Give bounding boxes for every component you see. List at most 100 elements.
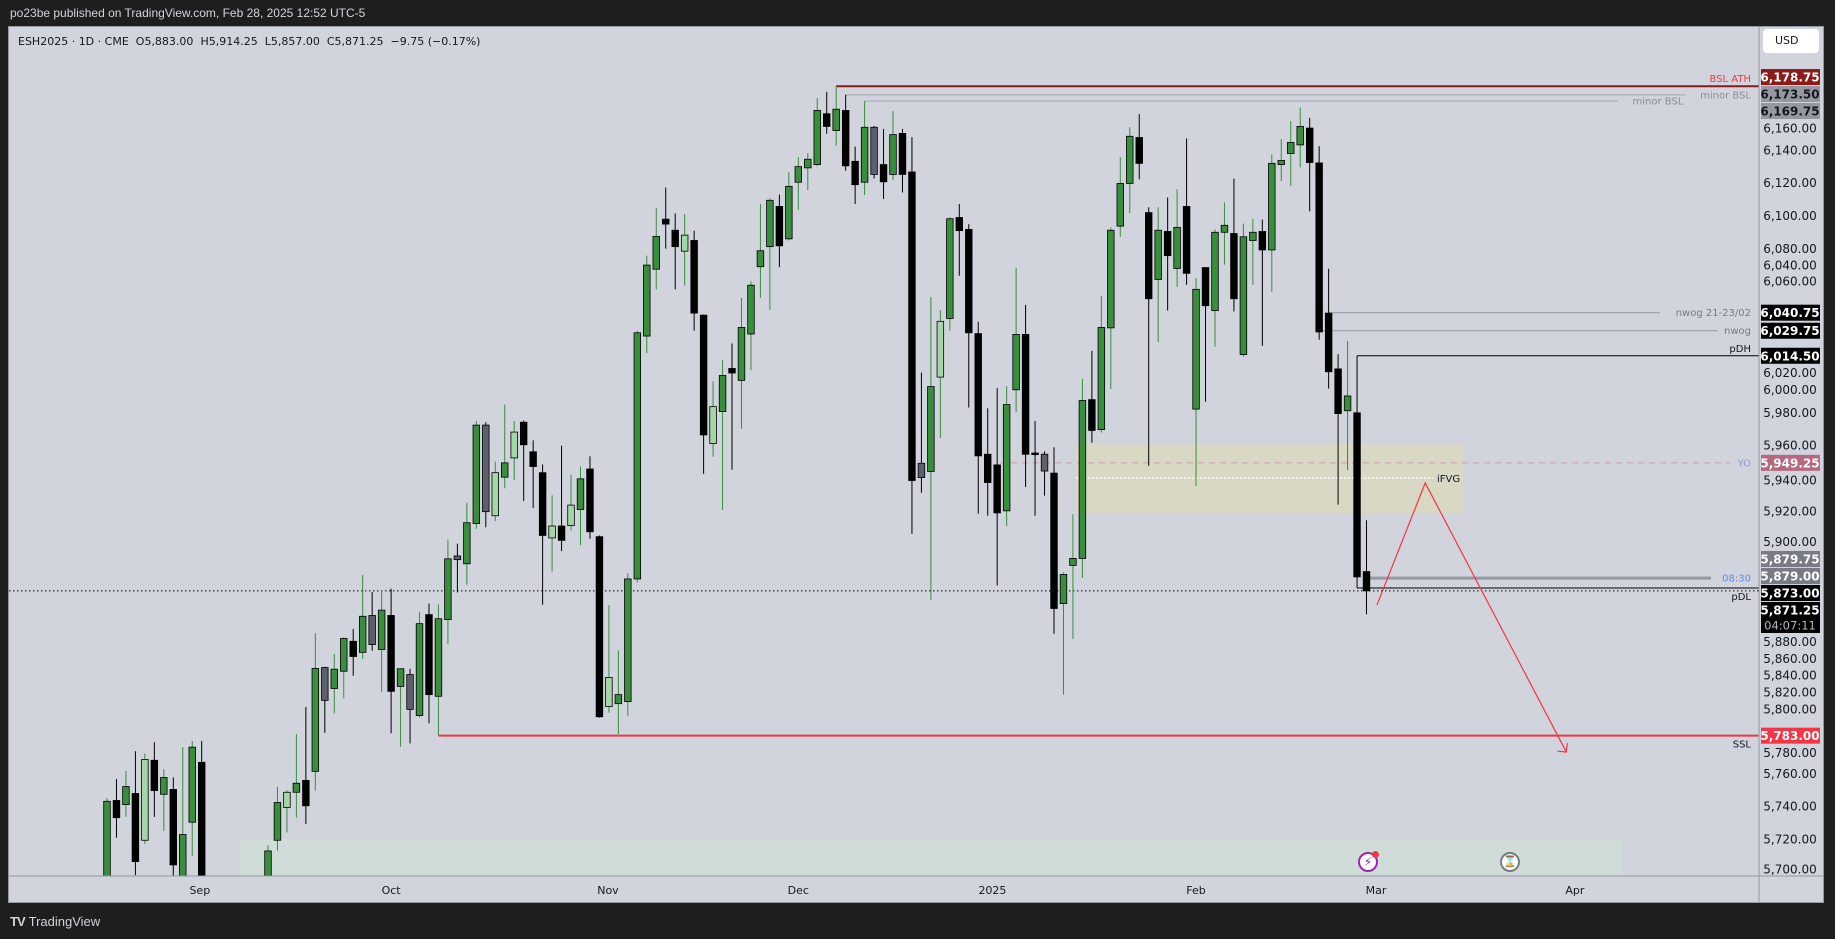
- projection-arrow[interactable]: [1376, 481, 1567, 753]
- candle[interactable]: [946, 217, 954, 331]
- candle[interactable]: [1296, 107, 1304, 168]
- candle[interactable]: [387, 588, 395, 734]
- candle[interactable]: [330, 654, 338, 714]
- price-axis[interactable]: 6,178.75 6,173.50 6,169.75 6,040.75 6,029.75…: [1758, 27, 1820, 903]
- candle[interactable]: [728, 343, 736, 470]
- chart-frame[interactable]: [8, 26, 1824, 903]
- candle[interactable]: [1230, 178, 1238, 312]
- candle[interactable]: [169, 777, 177, 881]
- candle[interactable]: [955, 203, 963, 276]
- candle[interactable]: [1059, 572, 1068, 695]
- candle[interactable]: [1211, 229, 1219, 347]
- candle[interactable]: [908, 137, 916, 534]
- candle[interactable]: [662, 187, 670, 249]
- time-axis[interactable]: Sep Oct Nov Dec 2025 Feb Mar Apr: [9, 875, 1823, 897]
- candle[interactable]: [311, 633, 320, 791]
- candle[interactable]: [340, 637, 348, 699]
- candle[interactable]: [993, 388, 1001, 586]
- candle[interactable]: [425, 603, 433, 724]
- candle[interactable]: [377, 590, 386, 693]
- candle[interactable]: [292, 734, 301, 818]
- candle[interactable]: [103, 798, 111, 896]
- candle[interactable]: [614, 650, 623, 735]
- candle[interactable]: [643, 255, 651, 354]
- candle[interactable]: [1145, 207, 1153, 466]
- candle[interactable]: [1031, 420, 1039, 516]
- candle[interactable]: [406, 668, 414, 744]
- candle[interactable]: [927, 297, 935, 600]
- candle[interactable]: [1088, 350, 1096, 443]
- candle[interactable]: [576, 466, 585, 546]
- candle[interactable]: [548, 495, 556, 572]
- candle[interactable]: [1126, 127, 1134, 213]
- hourglass-icon[interactable]: ⌛: [1500, 852, 1520, 872]
- candle[interactable]: [302, 706, 310, 824]
- candle[interactable]: [1334, 354, 1342, 505]
- candle[interactable]: [273, 786, 282, 851]
- candle[interactable]: [690, 230, 698, 331]
- candle[interactable]: [1268, 154, 1276, 292]
- candle[interactable]: [984, 408, 992, 516]
- candle[interactable]: [1002, 386, 1011, 527]
- candle[interactable]: [1040, 451, 1049, 496]
- candle[interactable]: [453, 543, 462, 593]
- candle[interactable]: [1078, 378, 1087, 578]
- candle[interactable]: [321, 666, 329, 733]
- candle[interactable]: [188, 740, 196, 856]
- candle[interactable]: [747, 281, 755, 371]
- candle[interactable]: [1154, 207, 1162, 343]
- candle[interactable]: [595, 535, 604, 718]
- candle[interactable]: [1249, 218, 1257, 285]
- candle[interactable]: [349, 628, 357, 676]
- candle[interactable]: [898, 128, 907, 193]
- candle[interactable]: [472, 420, 481, 529]
- candle[interactable]: [434, 604, 443, 736]
- candle[interactable]: [396, 668, 405, 747]
- candle[interactable]: [368, 592, 376, 651]
- candle[interactable]: [197, 740, 206, 888]
- candle[interactable]: [1324, 268, 1333, 389]
- candle[interactable]: [160, 769, 168, 831]
- candle[interactable]: [860, 101, 869, 195]
- candle[interactable]: [766, 198, 774, 310]
- candle[interactable]: [150, 742, 159, 817]
- fvg-box[interactable]: [1075, 444, 1464, 514]
- candle[interactable]: [1220, 202, 1229, 265]
- candle[interactable]: [179, 747, 187, 888]
- candle[interactable]: [813, 98, 821, 167]
- candle[interactable]: [586, 456, 594, 539]
- candle[interactable]: [1021, 304, 1030, 488]
- candle[interactable]: [463, 502, 471, 585]
- candle[interactable]: [737, 297, 746, 429]
- candle[interactable]: [1353, 412, 1361, 578]
- candle[interactable]: [823, 91, 831, 134]
- candle[interactable]: [1239, 223, 1248, 357]
- candle[interactable]: [605, 605, 613, 713]
- candle[interactable]: [785, 171, 793, 241]
- candle[interactable]: [131, 751, 140, 876]
- candle[interactable]: [718, 360, 727, 511]
- candle[interactable]: [1315, 146, 1323, 340]
- candle[interactable]: [1305, 117, 1314, 212]
- candle[interactable]: [1173, 189, 1181, 287]
- candle[interactable]: [1362, 520, 1371, 615]
- candle[interactable]: [804, 153, 812, 191]
- candle[interactable]: [974, 321, 982, 514]
- candle[interactable]: [936, 310, 945, 438]
- candle[interactable]: [557, 445, 566, 552]
- candle[interactable]: [510, 420, 518, 481]
- candle[interactable]: [1097, 295, 1106, 433]
- candle[interactable]: [519, 420, 528, 501]
- candle[interactable]: [832, 86, 840, 146]
- candle[interactable]: [680, 214, 689, 286]
- candle[interactable]: [122, 770, 130, 817]
- candle[interactable]: [444, 539, 452, 645]
- candle[interactable]: [482, 422, 490, 528]
- candle[interactable]: [794, 157, 803, 210]
- candle[interactable]: [965, 224, 973, 408]
- candle[interactable]: [1012, 267, 1020, 412]
- candle[interactable]: [1182, 138, 1191, 285]
- candle[interactable]: [415, 612, 424, 718]
- candle[interactable]: [917, 372, 926, 493]
